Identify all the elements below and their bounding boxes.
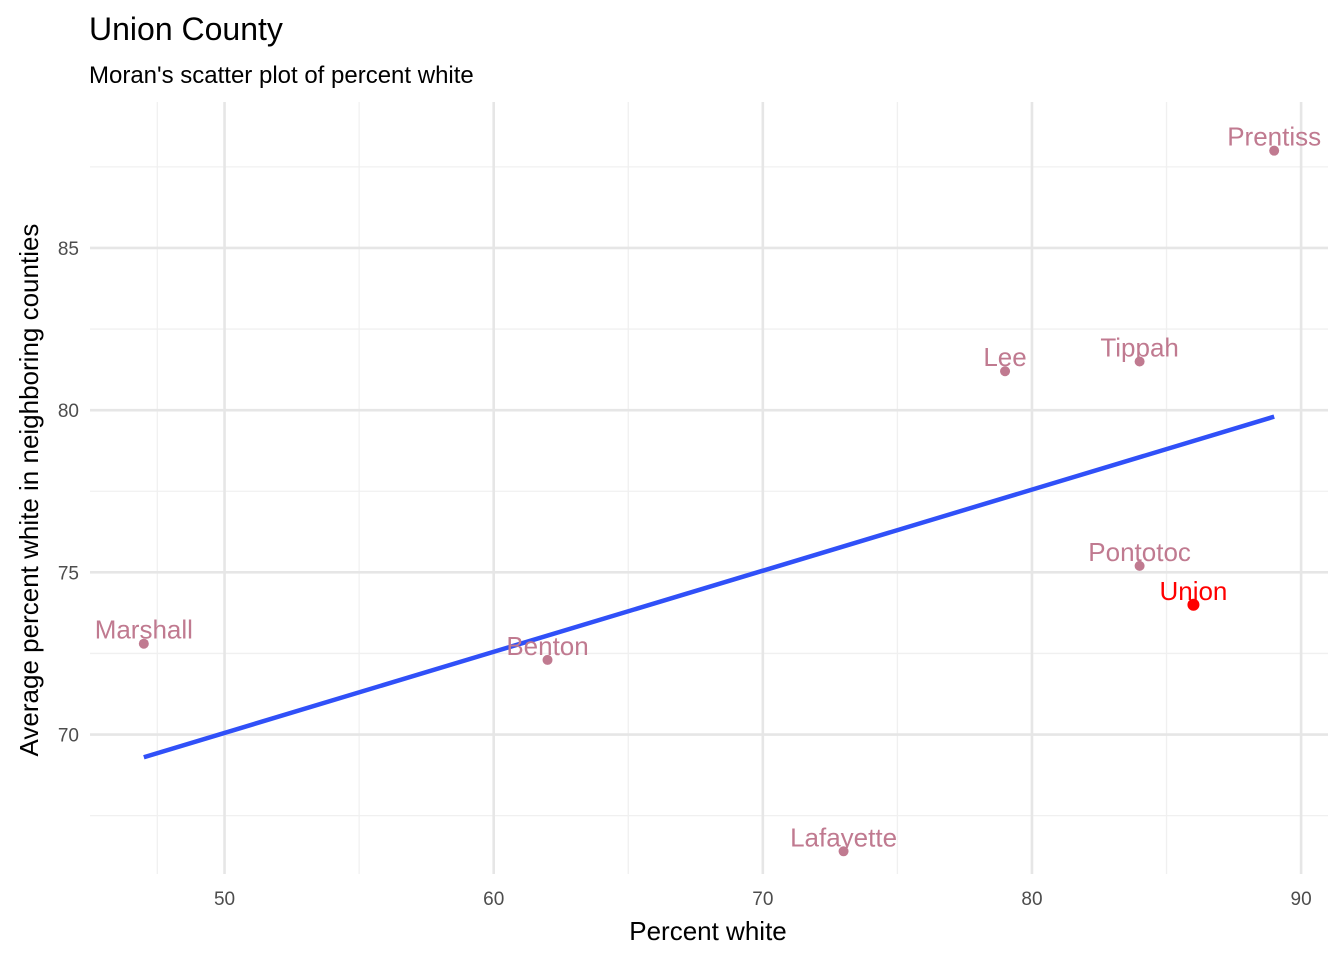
point-label-prentiss: Prentiss bbox=[1227, 122, 1321, 152]
point-label-lee: Lee bbox=[983, 342, 1026, 372]
x-tick-label: 50 bbox=[214, 889, 235, 910]
point-label-tippah: Tippah bbox=[1100, 332, 1179, 362]
y-tick-label: 80 bbox=[58, 401, 79, 422]
y-tick-label: 70 bbox=[58, 726, 79, 747]
x-tick-label: 70 bbox=[752, 889, 773, 910]
point-label-lafayette: Lafayette bbox=[790, 822, 897, 852]
y-axis-title: Average percent white in neighboring cou… bbox=[14, 224, 44, 757]
point-tippah bbox=[1134, 356, 1145, 367]
point-lafayette bbox=[838, 846, 849, 857]
y-tick-label: 75 bbox=[58, 563, 79, 584]
x-tick-label: 90 bbox=[1291, 889, 1312, 910]
points-layer bbox=[138, 145, 1280, 857]
trend-line-layer bbox=[143, 414, 1275, 760]
chart-subtitle: Moran's scatter plot of percent white bbox=[89, 62, 474, 89]
point-benton bbox=[542, 654, 553, 665]
point-label-benton: Benton bbox=[506, 631, 588, 661]
point-label-pontotoc: Pontotoc bbox=[1088, 537, 1191, 567]
x-tick-label: 60 bbox=[483, 889, 504, 910]
point-prentiss bbox=[1269, 145, 1280, 156]
x-tick-label: 80 bbox=[1021, 889, 1042, 910]
regression-line bbox=[143, 414, 1275, 760]
point-label-marshall: Marshall bbox=[95, 615, 193, 645]
tick-labels-layer: 50 60 70 80 90 70 75 80 85 bbox=[58, 239, 1312, 910]
x-axis-title: Percent white bbox=[629, 916, 787, 946]
point-pontotoc bbox=[1134, 560, 1145, 571]
y-tick-label: 85 bbox=[58, 239, 79, 260]
point-label-union: Union bbox=[1159, 576, 1227, 606]
point-labels-layer: Prentiss Lee Tippah Pontotoc Union Marshall Be… bbox=[95, 122, 1321, 853]
chart-title: Union County bbox=[89, 11, 283, 47]
point-union bbox=[1187, 598, 1200, 611]
point-lee bbox=[1000, 366, 1011, 377]
point-marshall bbox=[138, 638, 149, 649]
grid-lines bbox=[90, 102, 1328, 874]
